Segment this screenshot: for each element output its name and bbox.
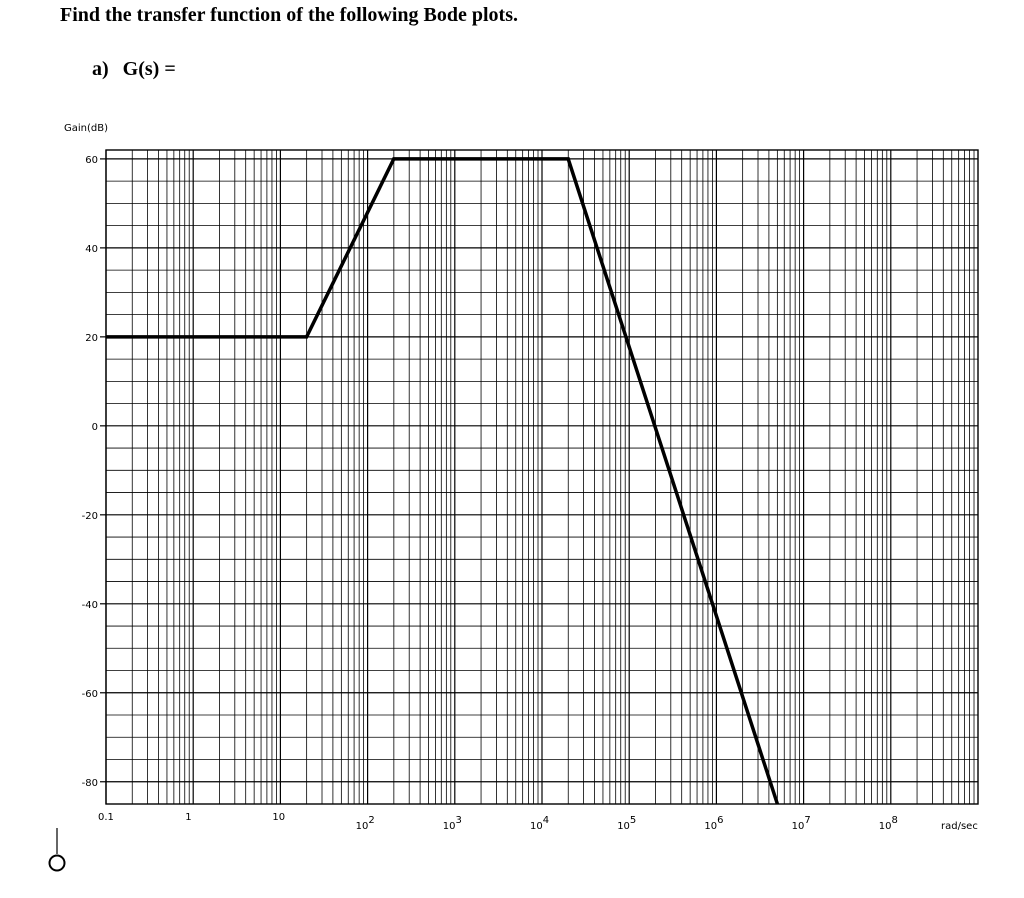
y-tick-label: -20 xyxy=(82,511,98,522)
question-label: a) xyxy=(92,58,109,80)
y-tick-label: -80 xyxy=(82,778,98,789)
y-tick-label: 40 xyxy=(85,244,98,255)
magnitude-series xyxy=(106,157,780,805)
x-tick-label: 106 xyxy=(704,815,723,832)
x-tick-label: 104 xyxy=(530,815,549,832)
radio-marker-icon xyxy=(48,828,66,872)
x-tick-label: 103 xyxy=(443,815,462,832)
y-tick-label: 20 xyxy=(85,333,98,344)
question-prompt: a) G(s) = xyxy=(92,58,176,81)
x-tick-label: 10 xyxy=(272,812,285,823)
y-tick-label: -60 xyxy=(82,689,98,700)
problem-heading: Find the transfer function of the follow… xyxy=(60,4,518,26)
x-tick-label: 105 xyxy=(617,815,636,832)
y-tick-label: 60 xyxy=(85,155,98,166)
chart-grid xyxy=(105,150,978,805)
x-axis-label: rad/sec xyxy=(941,821,978,832)
plot-frame xyxy=(105,149,979,805)
y-tick-label: 0 xyxy=(92,422,98,433)
transfer-function-prompt: G(s) = xyxy=(122,58,176,80)
x-tick-label: 107 xyxy=(792,815,811,832)
x-tick-label: 108 xyxy=(879,815,898,832)
axis-labels: Gain(dB) rad/sec 60 40 20 0 -20 -40 -60 -80 0.1 1… xyxy=(64,123,978,832)
plot-border xyxy=(105,149,979,805)
y-tick-label: -40 xyxy=(82,600,98,611)
x-tick-label: 0.1 xyxy=(98,812,114,823)
x-tick-label: 1 xyxy=(185,812,191,823)
y-axis-label: Gain(dB) xyxy=(64,123,108,134)
x-tick-label: 102 xyxy=(356,815,375,832)
magnitude-line xyxy=(106,157,780,805)
